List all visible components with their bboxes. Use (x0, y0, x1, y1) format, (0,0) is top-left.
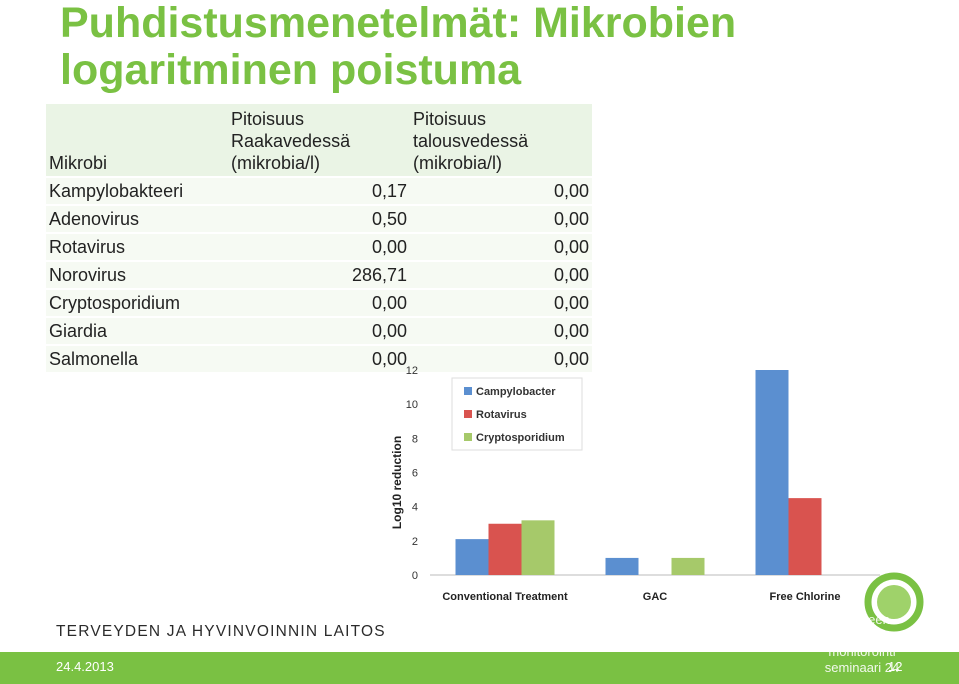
y-tick-label: 12 (406, 365, 418, 377)
tap-water-value: 0,00 (410, 204, 592, 233)
x-tick-label: Free Chlorine (770, 591, 841, 603)
y-tick-label: 4 (412, 502, 418, 514)
legend-label: Cryptosporidium (476, 432, 565, 444)
table-row: Kampylobakteeri 0,17 0,00 (46, 176, 592, 205)
bar (488, 523, 522, 575)
table-row: Adenovirus 0,50 0,00 (46, 204, 592, 233)
header-microbe: Mikrobi (49, 153, 108, 173)
tap-water-value: 0,00 (410, 344, 592, 372)
header-tap-water: Pitoisuus talousvedessä (mikrobia/l) (413, 109, 529, 173)
raw-water-value: 0,00 (228, 232, 410, 261)
bar (755, 370, 789, 575)
tap-water-value: 0,00 (410, 288, 592, 317)
log-reduction-chart: 0 2 4 6 8 10 12 Log10 reduction Conventional Tre… (390, 365, 880, 603)
y-axis-label: Log10 reduction (390, 436, 404, 529)
microbe-name: Rotavirus (46, 232, 228, 261)
raw-water-value: 0,00 (228, 344, 410, 372)
title-line-1: Puhdistusmenetelmät: Mikrobien (60, 0, 737, 47)
y-tick-label: 10 (406, 399, 418, 411)
raw-water-value: 0,00 (228, 316, 410, 345)
microbe-name: Adenovirus (46, 204, 228, 233)
legend-box (451, 377, 583, 451)
table-row: Rotavirus 0,00 0,00 (46, 232, 592, 261)
legend-swatch (464, 387, 472, 395)
microbe-name: Giardia (46, 316, 228, 345)
side-caption: esiohjeen hallinta ja monitorointi semin… (824, 612, 900, 675)
bar (671, 557, 705, 575)
y-tick-label: 0 (412, 570, 418, 582)
table-row: Salmonella 0,00 0,00 (46, 344, 592, 372)
raw-water-value: 0,50 (228, 204, 410, 233)
microbe-name: Norovirus (46, 260, 228, 289)
table-row: Norovirus 286,71 0,00 (46, 260, 592, 289)
y-tick-label: 8 (412, 433, 418, 445)
footer-bar (0, 652, 959, 684)
table-header-row: Mikrobi Pitoisuus Raakavedessä (mikrobia… (46, 104, 592, 177)
microbe-name: Kampylobakteeri (46, 176, 228, 205)
tap-water-value: 0,00 (410, 176, 592, 205)
header-raw-water: Pitoisuus Raakavedessä (mikrobia/l) (231, 109, 351, 173)
raw-water-value: 0,17 (228, 176, 410, 205)
page-number: 12 (888, 659, 903, 674)
y-tick-label: 6 (412, 468, 418, 480)
raw-water-value: 286,71 (228, 260, 410, 289)
slide-title: Puhdistusmenetelmät: Mikrobien logaritmi… (60, 0, 940, 94)
footer-date: 24.4.2013 (56, 659, 114, 674)
microbe-table: Mikrobi Pitoisuus Raakavedessä (mikrobia… (46, 104, 592, 372)
raw-water-value: 0,00 (228, 288, 410, 317)
legend-label: Campylobacter (476, 386, 556, 398)
organization-name: TERVEYDEN JA HYVINVOINNIN LAITOS (56, 623, 386, 640)
title-line-2: logaritminen poistuma (60, 46, 522, 94)
y-tick-label: 2 (412, 536, 418, 548)
thl-logo-icon (864, 572, 924, 632)
tap-water-value: 0,00 (410, 232, 592, 261)
bar (788, 498, 822, 575)
tap-water-value: 0,00 (410, 260, 592, 289)
microbe-name: Cryptosporidium (46, 288, 228, 317)
legend-label: Rotavirus (476, 409, 527, 421)
tap-water-value: 0,00 (410, 316, 592, 345)
x-tick-label: GAC (643, 591, 668, 603)
legend-swatch (464, 410, 472, 418)
legend-swatch (464, 433, 472, 441)
table-row: Giardia 0,00 0,00 (46, 316, 592, 345)
microbe-name: Salmonella (46, 344, 228, 372)
table-row: Cryptosporidium 0,00 0,00 (46, 288, 592, 317)
x-tick-label: Conventional Treatment (442, 591, 568, 603)
bar (455, 539, 489, 575)
bar (521, 520, 555, 575)
bar (605, 557, 639, 575)
